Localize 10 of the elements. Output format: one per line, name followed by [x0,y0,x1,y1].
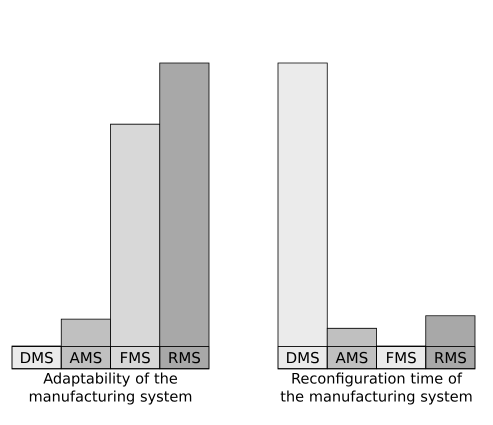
x-tick-label: AMS [70,352,102,364]
x-tick-label: DMS [21,352,53,364]
text: Adaptability of the manufacturing system [30,372,192,405]
x-tick-label: FMS [387,352,416,364]
x-tick-label: AMS [336,352,368,364]
x-tick-label: DMS [287,352,319,364]
text: Reconfiguration time of the manufacturing system [280,372,472,405]
x-tick-label: RMS [435,352,466,364]
x-tick-label: RMS [169,352,200,364]
x-tick-label: FMS [121,352,150,364]
